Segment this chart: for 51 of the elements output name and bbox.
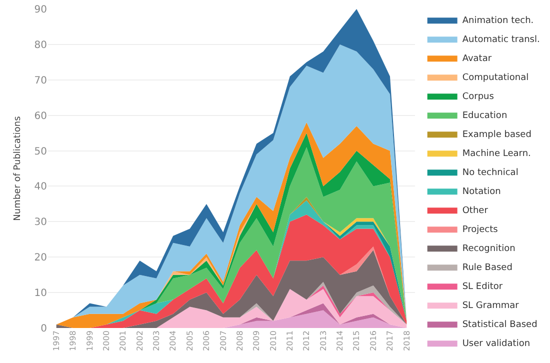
- x-tick-label: 2013: [318, 330, 328, 351]
- x-tick-label: 2011: [285, 330, 294, 351]
- legend-label: Example based: [462, 130, 532, 140]
- legend-label: User validation: [462, 339, 530, 350]
- x-tick-label: 2018: [402, 330, 412, 351]
- legend-label: Recognition: [462, 244, 516, 254]
- x-tick-label: 2005: [185, 330, 194, 351]
- x-tick-label: 2015: [352, 330, 362, 351]
- x-tick-label: 2003: [152, 330, 162, 351]
- x-tick-label: 2002: [135, 330, 144, 351]
- y-tick-label: 90: [34, 4, 47, 16]
- y-tick-label: 60: [34, 110, 47, 122]
- x-tick-label: 1997: [52, 330, 61, 351]
- x-tick-label: 2016: [368, 330, 378, 351]
- x-tick-label: 2004: [168, 330, 178, 351]
- x-tick-label: 1999: [85, 330, 94, 351]
- y-tick-label: 70: [34, 75, 47, 86]
- x-tick-label: 2010: [268, 330, 278, 351]
- legend-label: Automatic transl.: [462, 35, 540, 46]
- legend-label: Education: [462, 111, 508, 122]
- legend-label: SL Editor: [462, 282, 503, 292]
- y-axis-title: Number of Publications: [13, 116, 23, 221]
- x-tick-label: 2012: [302, 330, 312, 351]
- x-tick-label: 1998: [68, 330, 78, 351]
- y-tick-label: 20: [34, 252, 47, 264]
- legend-label: Machine Learn.: [462, 149, 531, 160]
- x-tick-label: 2014: [336, 330, 345, 351]
- x-tick-label: 2006: [202, 330, 212, 351]
- y-tick-label: 40: [34, 182, 47, 193]
- y-tick-label: 30: [34, 217, 47, 228]
- x-tick-label: 2007: [218, 330, 228, 351]
- y-tick-label: 0: [40, 324, 47, 334]
- x-tick-label: 2000: [102, 330, 111, 351]
- x-tick-label: 2008: [235, 330, 244, 351]
- legend-label: Statistical Based: [462, 320, 538, 330]
- legend-label: Avatar: [462, 54, 492, 64]
- legend-label: Animation tech.: [462, 16, 534, 26]
- x-tick-label: 2017: [386, 330, 395, 351]
- y-tick-label: 10: [34, 288, 47, 300]
- legend-label: SL Grammar: [462, 301, 520, 312]
- legend-label: Other: [462, 206, 488, 216]
- legend-label: Projects: [462, 225, 498, 236]
- x-tick-label: 2009: [252, 330, 262, 351]
- legend-label: Rule Based: [462, 263, 512, 274]
- legend-label: Corpus: [462, 92, 494, 102]
- legend-label: Computational: [462, 73, 529, 84]
- x-tick-label: 2001: [118, 330, 128, 351]
- y-tick-label: 50: [34, 146, 47, 158]
- legend-label: No technical: [462, 168, 518, 178]
- y-tick-label: 80: [34, 40, 47, 51]
- legend-label: Notation: [462, 187, 501, 198]
